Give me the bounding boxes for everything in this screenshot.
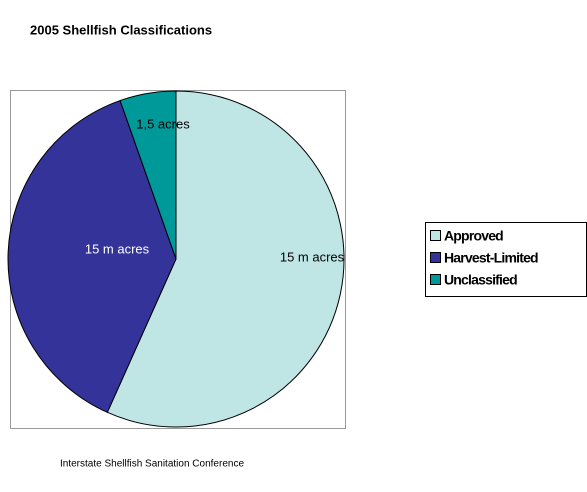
- legend-swatch: [430, 230, 441, 241]
- pie-slice: [106, 90, 345, 428]
- legend-swatch: [430, 252, 441, 263]
- legend-label: Unclassified: [444, 272, 517, 288]
- legend-label: Approved: [444, 228, 503, 244]
- pie-slice: [119, 90, 177, 260]
- pie-slice: [7, 99, 177, 413]
- legend-label: Harvest-Limited: [444, 250, 538, 266]
- legend-swatch: [430, 274, 441, 285]
- source-note: Interstate Shellfish Sanitation Conferen…: [60, 459, 244, 470]
- legend-box: [425, 222, 587, 297]
- slice-label: 15 m acres: [280, 249, 345, 264]
- slice-label: 15 m acres: [85, 241, 150, 256]
- slice-label: 1,5 acres: [136, 116, 190, 131]
- chart-title: 2005 Shellfish Classifications: [30, 22, 212, 37]
